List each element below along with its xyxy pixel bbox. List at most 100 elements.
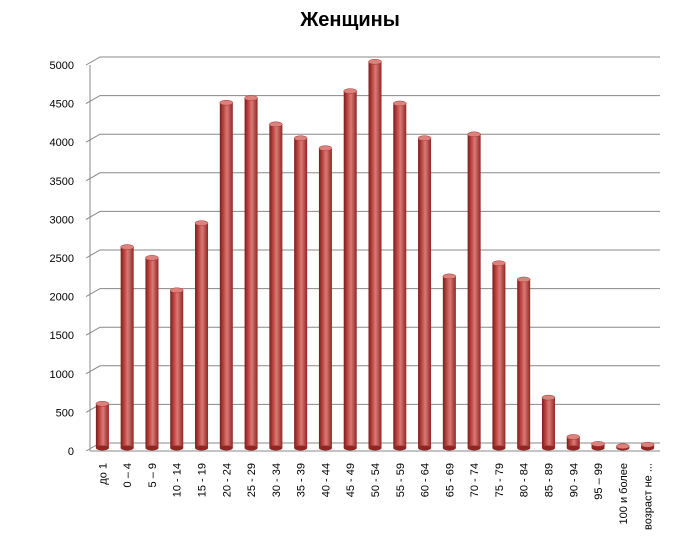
bar-body	[269, 124, 283, 448]
bar-base	[120, 445, 134, 451]
bar-top	[219, 99, 234, 106]
bar	[393, 100, 407, 451]
bar-top	[343, 88, 357, 94]
bar	[566, 434, 581, 451]
bar-top	[442, 273, 457, 280]
bar-top	[640, 441, 655, 448]
y-tick-label: 0	[68, 446, 74, 458]
x-tick-label: 80 - 84	[519, 463, 531, 497]
bar-base	[95, 445, 109, 451]
bar-body	[566, 436, 580, 448]
bar-base	[318, 445, 332, 451]
bar-top	[492, 260, 506, 267]
y-tick-label: 2500	[50, 253, 74, 265]
bar-base	[195, 445, 209, 451]
bar-body	[145, 257, 159, 448]
bar	[269, 121, 283, 451]
y-tick-label: 5000	[50, 60, 74, 72]
bar	[541, 394, 556, 451]
bar-top	[566, 434, 581, 440]
bar-top	[368, 59, 382, 65]
bar	[219, 99, 234, 451]
bar	[368, 59, 382, 451]
bar-base	[393, 445, 407, 451]
x-tick-label: 100 и более	[618, 463, 630, 524]
bar-body	[467, 134, 481, 448]
bar-body	[541, 397, 555, 448]
x-tick-label: 35 - 39	[296, 463, 308, 497]
x-tick-label: 45 - 49	[345, 463, 357, 497]
x-tick-label: 85 - 89	[543, 463, 555, 497]
bar	[318, 145, 333, 451]
bar-top	[467, 131, 481, 138]
bar-top	[194, 220, 209, 226]
bar-body	[517, 279, 531, 448]
bar-body	[343, 91, 357, 448]
y-tick-label: 3500	[50, 176, 74, 188]
bar	[169, 287, 184, 451]
bar-body	[368, 61, 382, 448]
x-tick-label: 5 – 9	[147, 463, 159, 487]
bar-body	[95, 403, 109, 448]
bar-body	[170, 290, 184, 448]
bar-top	[516, 276, 531, 283]
bar-base	[541, 445, 555, 451]
y-tick-label: 3000	[50, 214, 74, 226]
y-tick-label: 500	[56, 407, 74, 419]
bar-top	[269, 121, 283, 128]
bar-base	[418, 445, 432, 451]
bar-base	[145, 445, 159, 451]
bar-base	[467, 445, 481, 451]
bar-base	[591, 445, 605, 451]
bar-base	[442, 445, 456, 451]
x-tick-label: 95 – 99	[593, 463, 605, 500]
bar-top	[417, 135, 432, 141]
bar-top	[169, 287, 184, 294]
y-tick-label: 4500	[50, 99, 74, 111]
bar-base	[170, 445, 184, 451]
x-tick-label: 90 - 94	[568, 463, 580, 497]
bar-body	[418, 138, 432, 448]
x-tick-label: 20 - 24	[221, 463, 233, 497]
bar	[616, 443, 630, 451]
x-tick-label: 50 - 54	[370, 463, 382, 497]
bar-base	[244, 445, 258, 451]
bar	[516, 276, 531, 451]
bar-top	[293, 135, 308, 141]
bar-base	[517, 445, 531, 451]
bar	[95, 401, 110, 451]
bar-body	[244, 98, 258, 448]
bar	[244, 95, 258, 451]
bar-base	[566, 445, 580, 451]
x-tick-label: 55 - 59	[395, 463, 407, 497]
bar	[120, 244, 134, 451]
bar	[293, 135, 308, 451]
y-tick-label: 4000	[50, 137, 74, 149]
x-tick-label: 10 - 14	[172, 463, 184, 497]
bar-body	[195, 223, 209, 448]
bar	[640, 441, 655, 451]
bar	[492, 260, 506, 451]
grid-line	[85, 56, 660, 66]
bar	[591, 441, 605, 451]
bar-body	[318, 148, 332, 448]
x-tick-label: 60 - 64	[420, 463, 432, 497]
bar-top	[318, 145, 333, 151]
x-tick-label: возраст не ...	[643, 463, 655, 530]
x-tick-label: 75 - 79	[494, 463, 506, 497]
grid-line	[85, 95, 660, 105]
chart-title: Женщины	[299, 9, 400, 31]
y-tick-label: 1000	[50, 369, 74, 381]
bar-top	[244, 95, 258, 101]
bar-body	[492, 263, 506, 448]
x-tick-label: 70 - 74	[469, 463, 481, 497]
bar-body	[219, 102, 233, 449]
y-tick-label: 1500	[50, 330, 74, 342]
bar-body	[442, 276, 456, 448]
bar-base	[492, 445, 506, 451]
bar-body	[120, 247, 134, 448]
bar	[467, 131, 481, 451]
bar	[194, 220, 209, 451]
x-tick-label: до 1	[97, 463, 109, 485]
